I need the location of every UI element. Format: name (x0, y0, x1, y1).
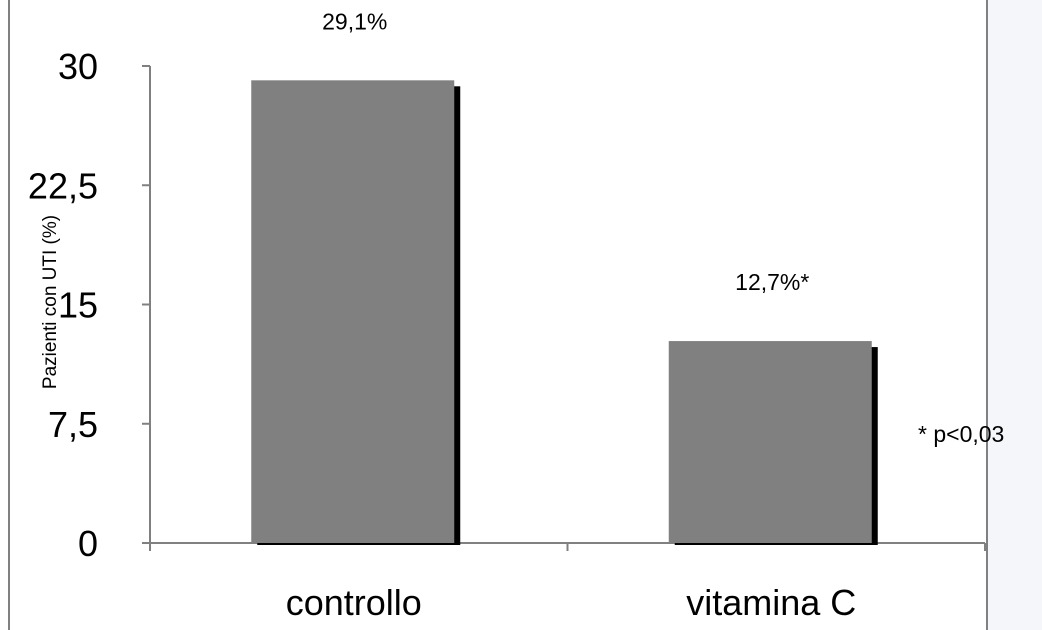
data-label: 29,1% (322, 8, 387, 34)
y-tick-label: 22,5 (28, 165, 98, 206)
y-tick-label: 30 (58, 46, 98, 87)
x-category-label: controllo (286, 582, 422, 623)
x-category-label: vitamina C (686, 582, 856, 623)
data-label: 12,7%* (735, 269, 809, 295)
chart-frame (8, 0, 988, 630)
y-tick-label: 0 (78, 523, 98, 564)
y-axis-title: Pazienti con UTI (%) (40, 215, 61, 389)
bar-1 (251, 80, 455, 543)
bar-2 (668, 341, 872, 543)
significance-note: * p<0,03 (918, 421, 1004, 447)
background-panel (987, 0, 1042, 630)
y-tick-label: 7,5 (48, 404, 98, 445)
y-tick-label: 15 (58, 285, 98, 326)
labels: 0 7,5 15 22,5 30 29,1% controllo 12,7%* vitamina… (28, 8, 856, 623)
bars (251, 80, 878, 545)
